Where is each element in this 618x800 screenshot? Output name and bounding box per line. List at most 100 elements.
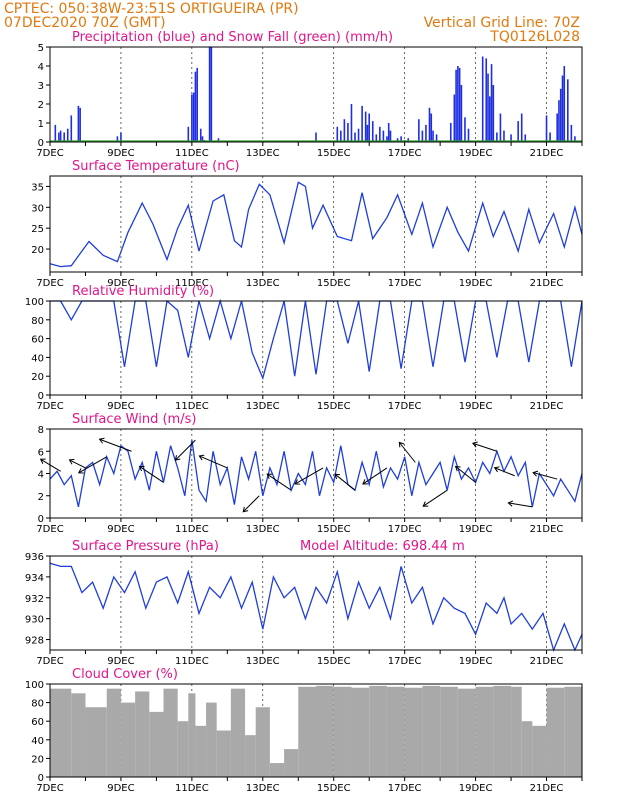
precip-bar	[336, 126, 339, 142]
precip-bar	[210, 47, 213, 142]
x-tick-label: 17DEC	[388, 524, 422, 535]
precip-bar	[364, 111, 367, 142]
precip-bar	[453, 94, 456, 142]
series-line	[50, 298, 583, 381]
x-tick-label: 19DEC	[459, 278, 493, 289]
precip-bar	[58, 132, 60, 142]
cloud-bar	[546, 687, 565, 777]
precip-bar	[379, 126, 381, 142]
precip-bar	[503, 130, 505, 142]
cloud-bar	[351, 687, 370, 777]
precip-bar	[120, 132, 122, 142]
panel-title: Relative Humidity (%)	[72, 284, 214, 299]
wind-arrow	[398, 442, 416, 463]
wind-arrow	[455, 466, 476, 483]
cloud-bar	[149, 711, 164, 777]
precip-bar	[357, 128, 360, 142]
cloud-bar	[269, 763, 285, 777]
cloud-bar	[177, 721, 189, 777]
precip-bar	[59, 130, 62, 142]
wind-arrow-head	[532, 470, 539, 477]
precip-bar	[418, 119, 420, 142]
y-tick-label: 80	[31, 699, 44, 710]
precip-bar	[375, 134, 378, 142]
y-tick-label: 4	[38, 470, 44, 481]
cloud-bar	[316, 685, 334, 777]
cloud-bar	[521, 721, 533, 777]
wind-arrow	[508, 502, 533, 508]
wind-arrow-head	[242, 506, 249, 513]
x-tick-label: 21DEC	[530, 656, 564, 667]
precip-bar	[192, 92, 195, 142]
precip-bar	[201, 136, 204, 142]
precip-bar	[432, 130, 434, 142]
x-tick-label: 11DEC	[175, 783, 209, 794]
precip-bar	[481, 56, 484, 142]
precip-bar	[458, 67, 461, 142]
y-tick-label: 0	[38, 391, 44, 402]
panel-subtitle: Model Altitude: 698.44 m	[300, 539, 465, 554]
cloud-bar	[298, 686, 316, 777]
x-tick-label: 17DEC	[388, 148, 422, 159]
wind-arrow-head	[138, 465, 145, 472]
x-tick-label: 9DEC	[107, 783, 134, 794]
panel-6: Cloud Cover (%) 0 20 40 60 80 100 7DEC 9DEC 11DEC…	[25, 667, 583, 794]
wind-arrow	[422, 489, 448, 507]
cloud-bar	[50, 688, 72, 777]
x-tick-label: 17DEC	[388, 278, 422, 289]
y-tick-label: 60	[31, 717, 44, 728]
x-tick-label: 13DEC	[246, 783, 280, 794]
precip-bar	[116, 136, 119, 142]
precip-bar	[559, 88, 562, 142]
precip-bar	[343, 119, 346, 142]
precip-bar	[194, 71, 197, 142]
y-tick-label: 8	[38, 425, 44, 436]
x-tick-label: 11DEC	[175, 278, 209, 289]
y-tick-label: 930	[25, 615, 44, 626]
precip-bar	[499, 113, 502, 142]
precip-bar	[510, 134, 512, 142]
precip-bar	[208, 47, 211, 142]
y-tick-label: 100	[25, 297, 44, 308]
panel-title: Surface Wind (m/s)	[72, 412, 196, 427]
precip-bar	[54, 124, 57, 142]
y-tick-label: 934	[25, 573, 44, 584]
y-tick-label: 60	[31, 335, 44, 346]
cloud-bar	[284, 749, 299, 777]
x-tick-label: 21DEC	[530, 524, 564, 535]
precip-bar	[389, 130, 392, 142]
precip-bar	[464, 117, 466, 142]
precip-bar	[487, 73, 489, 142]
precip-bar	[545, 115, 548, 142]
precip-bar	[361, 105, 363, 142]
header-model-code: TQ0126L028	[489, 29, 580, 45]
precip-bar	[66, 128, 69, 142]
precip-bar	[520, 113, 523, 142]
precip-bar	[187, 126, 190, 142]
wind-arrow-head	[362, 479, 368, 485]
panel-3: Relative Humidity (%) 0 20 40 60 80 100 7DEC 9DE…	[25, 284, 583, 412]
header-grid-line: Vertical Grid Line: 70Z	[424, 15, 580, 31]
panel-4: Surface Wind (m/s) 0 2 4 6 8 7DEC 9DEC 11DEC 13DE…	[36, 412, 583, 535]
wind-arrow-head	[422, 501, 429, 507]
y-tick-label: 928	[25, 636, 44, 647]
x-tick-label: 19DEC	[459, 656, 493, 667]
precip-bar	[449, 123, 452, 142]
precip-bar	[485, 58, 488, 142]
x-tick-label: 17DEC	[388, 401, 422, 412]
x-tick-label: 15DEC	[317, 278, 351, 289]
cloud-bar	[135, 691, 150, 777]
precip-bar	[570, 124, 573, 142]
cloud-bar	[457, 688, 476, 777]
y-tick-label: 2	[38, 100, 44, 111]
cloud-bar	[493, 685, 512, 777]
wind-arrow-head	[266, 473, 273, 479]
wind-arrow	[139, 465, 164, 483]
cloud-bar	[230, 688, 246, 777]
panel-5: Surface Pressure (hPa) Model Altitude: 69…	[25, 539, 583, 667]
precip-bar	[488, 96, 491, 142]
x-tick-label: 13DEC	[246, 401, 280, 412]
precip-bar	[549, 132, 551, 142]
x-tick-label: 11DEC	[175, 656, 209, 667]
